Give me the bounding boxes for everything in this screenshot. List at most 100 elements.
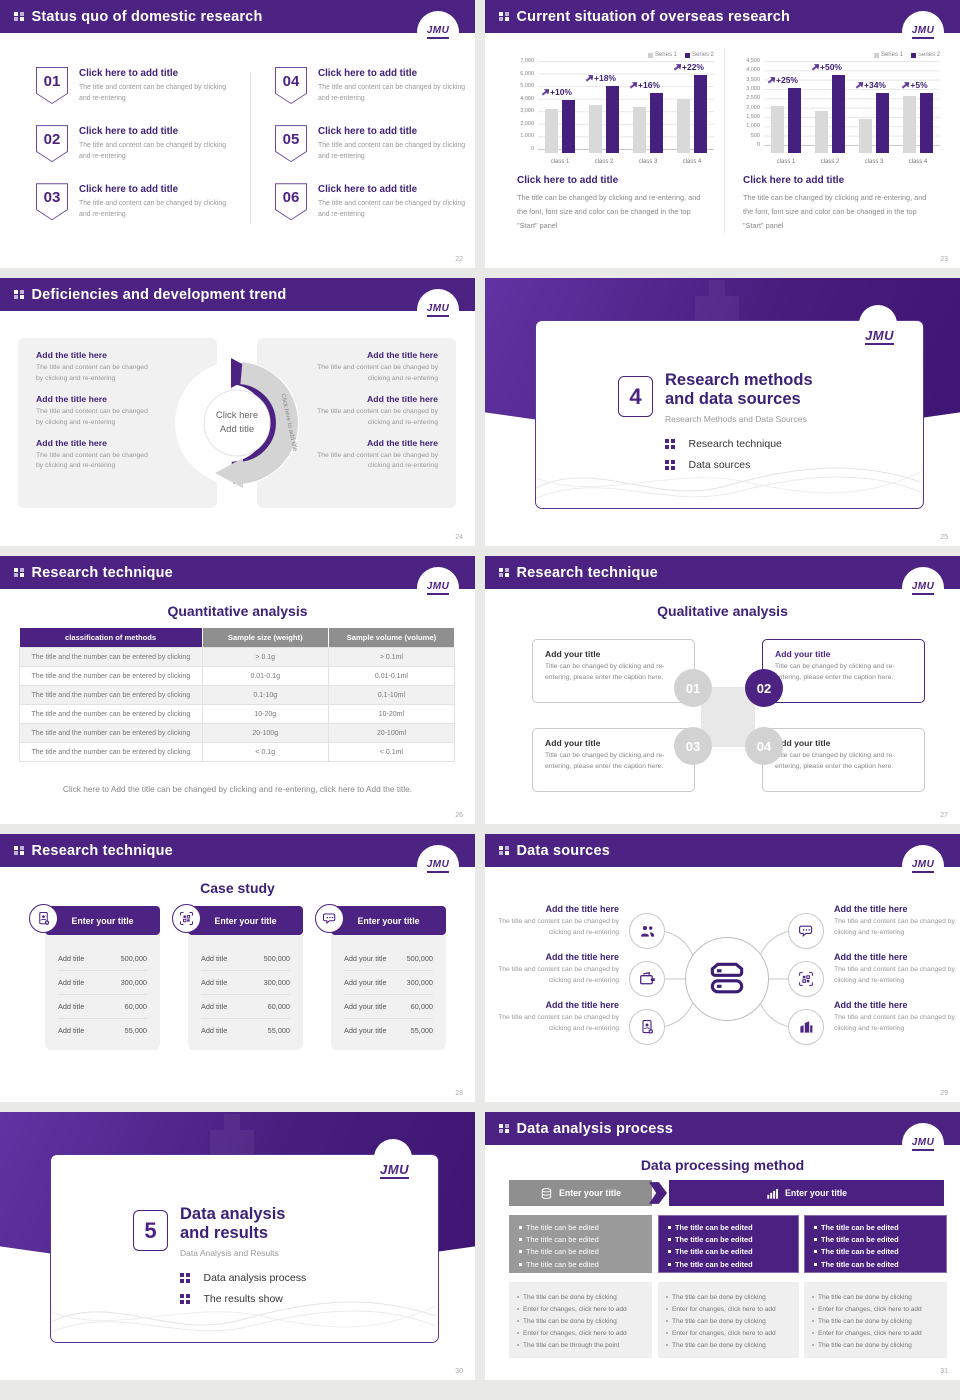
slide-27-qualitative-analysis[interactable]: Research technique JMU Qualitative analy… [485, 556, 960, 824]
edit-line: The title can be edited [519, 1259, 642, 1270]
bullet-marker-icon [180, 1294, 190, 1304]
data-row: Add title 500,000 [58, 947, 147, 971]
section-title: Research methods and data sources [665, 371, 813, 408]
bar-group: +5% class 4 [896, 61, 940, 165]
section-number: 5 [133, 1210, 168, 1251]
slide-28-case-study[interactable]: Research technique JMU Case study Enter … [0, 834, 475, 1102]
page-number: 30 [455, 1368, 463, 1375]
slide-24-deficiencies-trend[interactable]: Deficiencies and development trend JMU A… [0, 278, 475, 546]
legend-item: Series 1 [873, 52, 903, 58]
slide-29-data-sources[interactable]: Data sources JMU [485, 834, 960, 1102]
x-axis-label: class 2 [820, 159, 840, 165]
chart-legend: Series 1 Series 2 [509, 49, 714, 61]
note-line: The title can be done by clicking [812, 1315, 939, 1327]
table-row: The title and the number can be entered … [19, 666, 456, 686]
data-row: Add your title 500,000 [344, 947, 433, 971]
page-number: 28 [455, 1090, 463, 1097]
slide-header-bar: Data sources [485, 834, 960, 867]
table-row: The title and the number can be entered … [19, 704, 456, 724]
item-title: Click here to add title [79, 184, 179, 196]
data-row: Add title 55,000 [201, 1026, 290, 1035]
bar-series2 [832, 74, 845, 153]
qr-scan-icon [172, 904, 201, 933]
note-line: The title can be done by clicking [812, 1291, 939, 1303]
x-axis-label: class 1 [550, 159, 570, 165]
growth-label: +16% [618, 79, 670, 90]
section-toc: Research technique Data sources [665, 438, 782, 480]
header-marker-icon [14, 11, 24, 22]
database-icon [710, 962, 744, 994]
bar-series2 [694, 75, 707, 153]
page-number: 29 [940, 1090, 948, 1097]
slide-26-quantitative-analysis[interactable]: Research technique JMU Quantitative anal… [0, 556, 475, 824]
y-axis-tick: 5,000 [520, 83, 534, 90]
edit-line: The title can be edited [668, 1246, 789, 1257]
bar-group: +50% class 2 [808, 61, 852, 165]
jmu-logo: JMU [417, 11, 459, 53]
edit-line: The title can be edited [668, 1222, 789, 1233]
jmu-logo: JMU [902, 1123, 944, 1165]
toc-item: Data sources [665, 459, 782, 471]
edit-box-1: The title can be edited The title can be… [509, 1215, 652, 1273]
y-axis-tick: 3,500 [746, 76, 760, 83]
y-axis-tick: 4,000 [746, 67, 760, 74]
quad-card-4: Add your title Title can be changed by cl… [762, 728, 925, 792]
edit-line: The title can be edited [519, 1246, 642, 1257]
edit-line: The title can be edited [519, 1222, 642, 1233]
note-box-3: The title can be done by clicking Enter … [804, 1282, 947, 1358]
jmu-logo: JMU [417, 845, 459, 887]
hub-item: Add the title here The title and content … [834, 1000, 955, 1032]
item-desc: The title and content can be changed by … [317, 364, 438, 382]
table-row: The title and the number can be entered … [19, 685, 456, 705]
growth-label: +5% [888, 79, 940, 90]
item-title: Add the title here [36, 437, 107, 448]
y-axis-tick: 2,500 [746, 95, 760, 102]
legend-item: Series 2 [684, 52, 714, 58]
slide-30-section-data-analysis[interactable]: JMU 5 Data analysis and results Data Anal… [0, 1112, 475, 1380]
bar-series2 [650, 92, 663, 153]
note-line: The title can be done by clicking [517, 1291, 644, 1303]
content-title: Qualitative analysis [657, 603, 788, 619]
slide-title: Data analysis process [516, 1120, 674, 1137]
panel-body: Add your title 500,000 Add your title 300,… [331, 935, 446, 1050]
note-line: Enter for changes, click here to add [666, 1303, 791, 1315]
header-marker-icon [499, 1123, 509, 1134]
slide-25-section-research-methods[interactable]: JMU 4 Research methods and data sources R… [485, 278, 960, 546]
contact-add-icon [629, 1009, 665, 1045]
bar-group: +10% class 1 [538, 61, 582, 165]
bar-series1 [633, 106, 646, 153]
slide-22-status-quo-domestic[interactable]: Status quo of domestic research JMU 01 Cl… [0, 0, 475, 268]
jmu-logo: JMU [417, 567, 459, 609]
quad-card-1: Add your title Title can be changed by cl… [532, 639, 695, 703]
plot-area: +10% class 1 +18% class 2 +16% class 3 +22% cla… [538, 61, 714, 165]
slide-23-overseas-research[interactable]: Current situation of overseas research J… [485, 0, 960, 268]
y-axis-tick: 1,000 [520, 133, 534, 140]
y-axis: 4,500 4,000 3,500 3,000 2,500 2,000 1,500 1,000… [735, 58, 764, 148]
page-number: 31 [940, 1368, 948, 1375]
item-title: Add the title here [36, 350, 107, 360]
x-axis-label: class 3 [638, 159, 658, 165]
data-row: Add title 500,000 [201, 947, 290, 971]
note-line: The title can be done by clicking [517, 1315, 644, 1327]
note-line: Enter for changes, click here to add [517, 1303, 644, 1315]
bar-chart-left: Series 1 Series 2 7,000 6,000 5,000 4,000 3,0… [509, 49, 714, 165]
slide-header-bar: Research technique [0, 834, 475, 867]
note-line: Enter for changes, click here to add [812, 1327, 939, 1339]
bar-group: +22% class 4 [670, 61, 714, 165]
flow-header-2: Enter your title [669, 1180, 944, 1206]
toc-item: Research technique [665, 438, 782, 450]
slide-title: Research technique [31, 564, 173, 581]
list-item: 05 Click here to add title The title and c… [275, 125, 475, 163]
page-number: 22 [455, 256, 463, 263]
y-axis-tick: 500 [750, 132, 760, 139]
bar-series2 [606, 86, 619, 153]
step-number-3: 03 [674, 727, 712, 765]
hub-item: Add the title here The title and content … [498, 1000, 619, 1032]
slide-31-data-processing[interactable]: Data analysis process JMU Data processin… [485, 1112, 960, 1380]
slide-title: Current situation of overseas research [516, 8, 791, 25]
slide-title: Research technique [31, 842, 173, 859]
hub-item: Add the title here The title and content … [498, 952, 619, 984]
item-desc: The title and content can be changed by … [36, 364, 148, 382]
wave-decoration [536, 467, 921, 499]
